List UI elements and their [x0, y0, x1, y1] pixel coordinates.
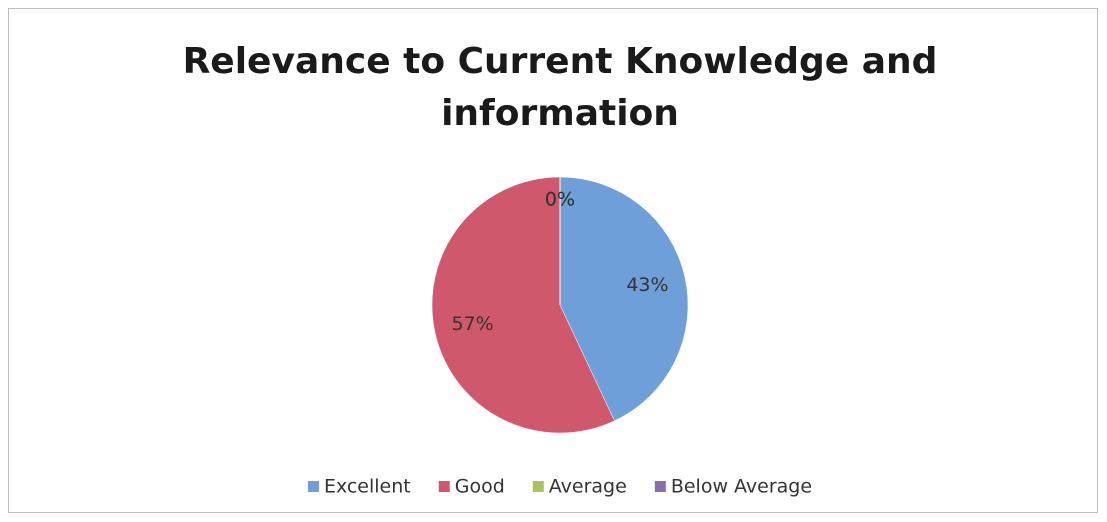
chart-title: Relevance to Current Knowledge and infor… — [182, 41, 938, 134]
legend-label: Good — [455, 476, 505, 498]
legend-label: Below Average — [671, 476, 812, 498]
legend-label: Excellent — [324, 476, 411, 498]
legend-label: Average — [549, 476, 627, 498]
legend-marker — [532, 481, 544, 492]
legend-marker — [438, 481, 450, 492]
legend-marker — [307, 481, 319, 492]
pie-slice — [431, 176, 615, 434]
data-label: 57% — [451, 313, 493, 335]
pie-slice — [559, 176, 689, 422]
data-label: 0% — [545, 189, 575, 211]
legend-marker — [654, 481, 666, 492]
data-label: 43% — [626, 274, 668, 296]
chart-frame — [8, 8, 1098, 513]
